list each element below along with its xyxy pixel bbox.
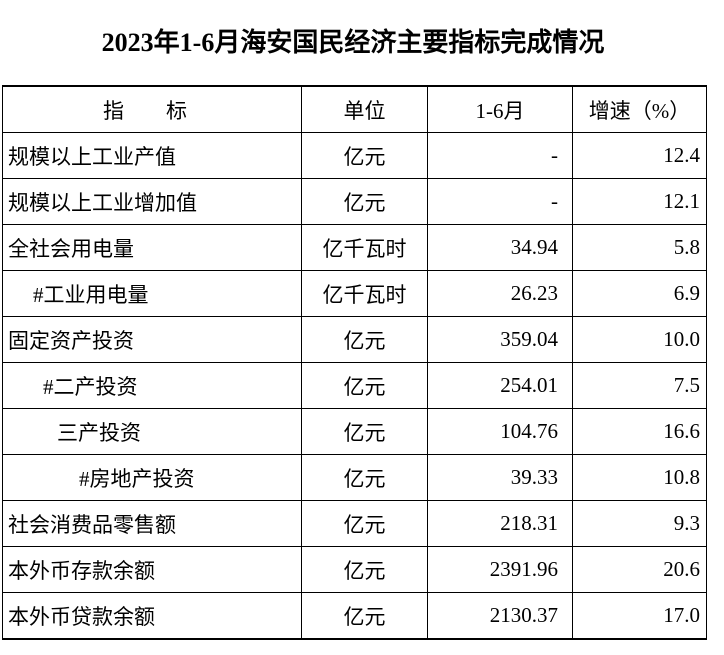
table-cell: 9.3 [572, 500, 707, 547]
table-cell: 亿元 [301, 454, 428, 501]
table-cell: #二产投资 [2, 362, 302, 409]
table-cell: - [427, 132, 573, 179]
table-cell: 7.5 [572, 362, 707, 409]
table-cell: 亿千瓦时 [301, 224, 428, 271]
table-row: 社会消费品零售额 亿元 218.31 9.3 [2, 500, 707, 547]
table-cell: 三产投资 [2, 408, 302, 455]
table-row: 固定资产投资 亿元 359.04 10.0 [2, 316, 707, 363]
table-cell: 12.4 [572, 132, 707, 179]
table-cell: 5.8 [572, 224, 707, 271]
table-cell: 亿千瓦时 [301, 270, 428, 317]
header-cell: 增速（%） [572, 85, 707, 133]
table-cell: 规模以上工业增加值 [2, 178, 302, 225]
table-cell: - [427, 178, 573, 225]
table-cell: 39.33 [427, 454, 573, 501]
table-cell: 全社会用电量 [2, 224, 302, 271]
table-cell: 10.8 [572, 454, 707, 501]
table-cell: 218.31 [427, 500, 573, 547]
table-cell: 104.76 [427, 408, 573, 455]
table-cell: 亿元 [301, 316, 428, 363]
table-cell: 本外币存款余额 [2, 546, 302, 593]
table-cell: #房地产投资 [2, 454, 302, 501]
table-cell: 亿元 [301, 408, 428, 455]
table-cell: 16.6 [572, 408, 707, 455]
table-cell: 20.6 [572, 546, 707, 593]
table-cell: 26.23 [427, 270, 573, 317]
table-cell: 亿元 [301, 362, 428, 409]
table-row: #工业用电量 亿千瓦时 26.23 6.9 [2, 270, 707, 317]
header-cell: 指 标 [2, 85, 302, 133]
table-cell: 社会消费品零售额 [2, 500, 302, 547]
header-cell: 单位 [301, 85, 428, 133]
table-cell: 2391.96 [427, 546, 573, 593]
table-row: #房地产投资 亿元 39.33 10.8 [2, 454, 707, 501]
table-cell: 254.01 [427, 362, 573, 409]
table-row: 本外币存款余额 亿元 2391.96 20.6 [2, 546, 707, 593]
table-row: 规模以上工业增加值 亿元 -12.1 [2, 178, 707, 225]
title: 2023年1-6月海安国民经济主要指标完成情况 [101, 28, 605, 57]
table-cell: 亿元 [301, 500, 428, 547]
table-row: 规模以上工业产值 亿元 -12.4 [2, 132, 707, 179]
table-cell: 34.94 [427, 224, 573, 271]
table-cell: 359.04 [427, 316, 573, 363]
table-row: 三产投资 亿元 104.76 16.6 [2, 408, 707, 455]
table-cell: 10.0 [572, 316, 707, 363]
table-row: 本外币贷款余额 亿元 2130.37 17.0 [2, 592, 707, 640]
indicator-table: 指 标单位 1-6月 增速（%） 规模以上工业产值 亿元 -12.4 规模以上工业增加值亿… [2, 85, 707, 640]
table-cell: 亿元 [301, 178, 428, 225]
table-cell: 亿元 [301, 546, 428, 593]
table-cell: 12.1 [572, 178, 707, 225]
table-cell: 亿元 [301, 132, 428, 179]
table-cell: 2130.37 [427, 592, 573, 640]
header-row: 指 标单位 1-6月 增速（%） [2, 85, 707, 133]
table-cell: 固定资产投资 [2, 316, 302, 363]
table-row: #二产投资 亿元 254.01 7.5 [2, 362, 707, 409]
table-cell: 亿元 [301, 592, 428, 640]
table-cell: 本外币贷款余额 [2, 592, 302, 640]
table-row: 全社会用电量 亿千瓦时 34.94 5.8 [2, 224, 707, 271]
header-cell: 1-6月 [427, 85, 573, 133]
table-cell: 17.0 [572, 592, 707, 640]
table-cell: 6.9 [572, 270, 707, 317]
table-body: 规模以上工业产值 亿元 -12.4 规模以上工业增加值 亿元 -12.1 全社会用电量 亿千瓦… [2, 132, 707, 640]
table-cell: 规模以上工业产值 [2, 132, 302, 179]
table-cell: #工业用电量 [2, 270, 302, 317]
